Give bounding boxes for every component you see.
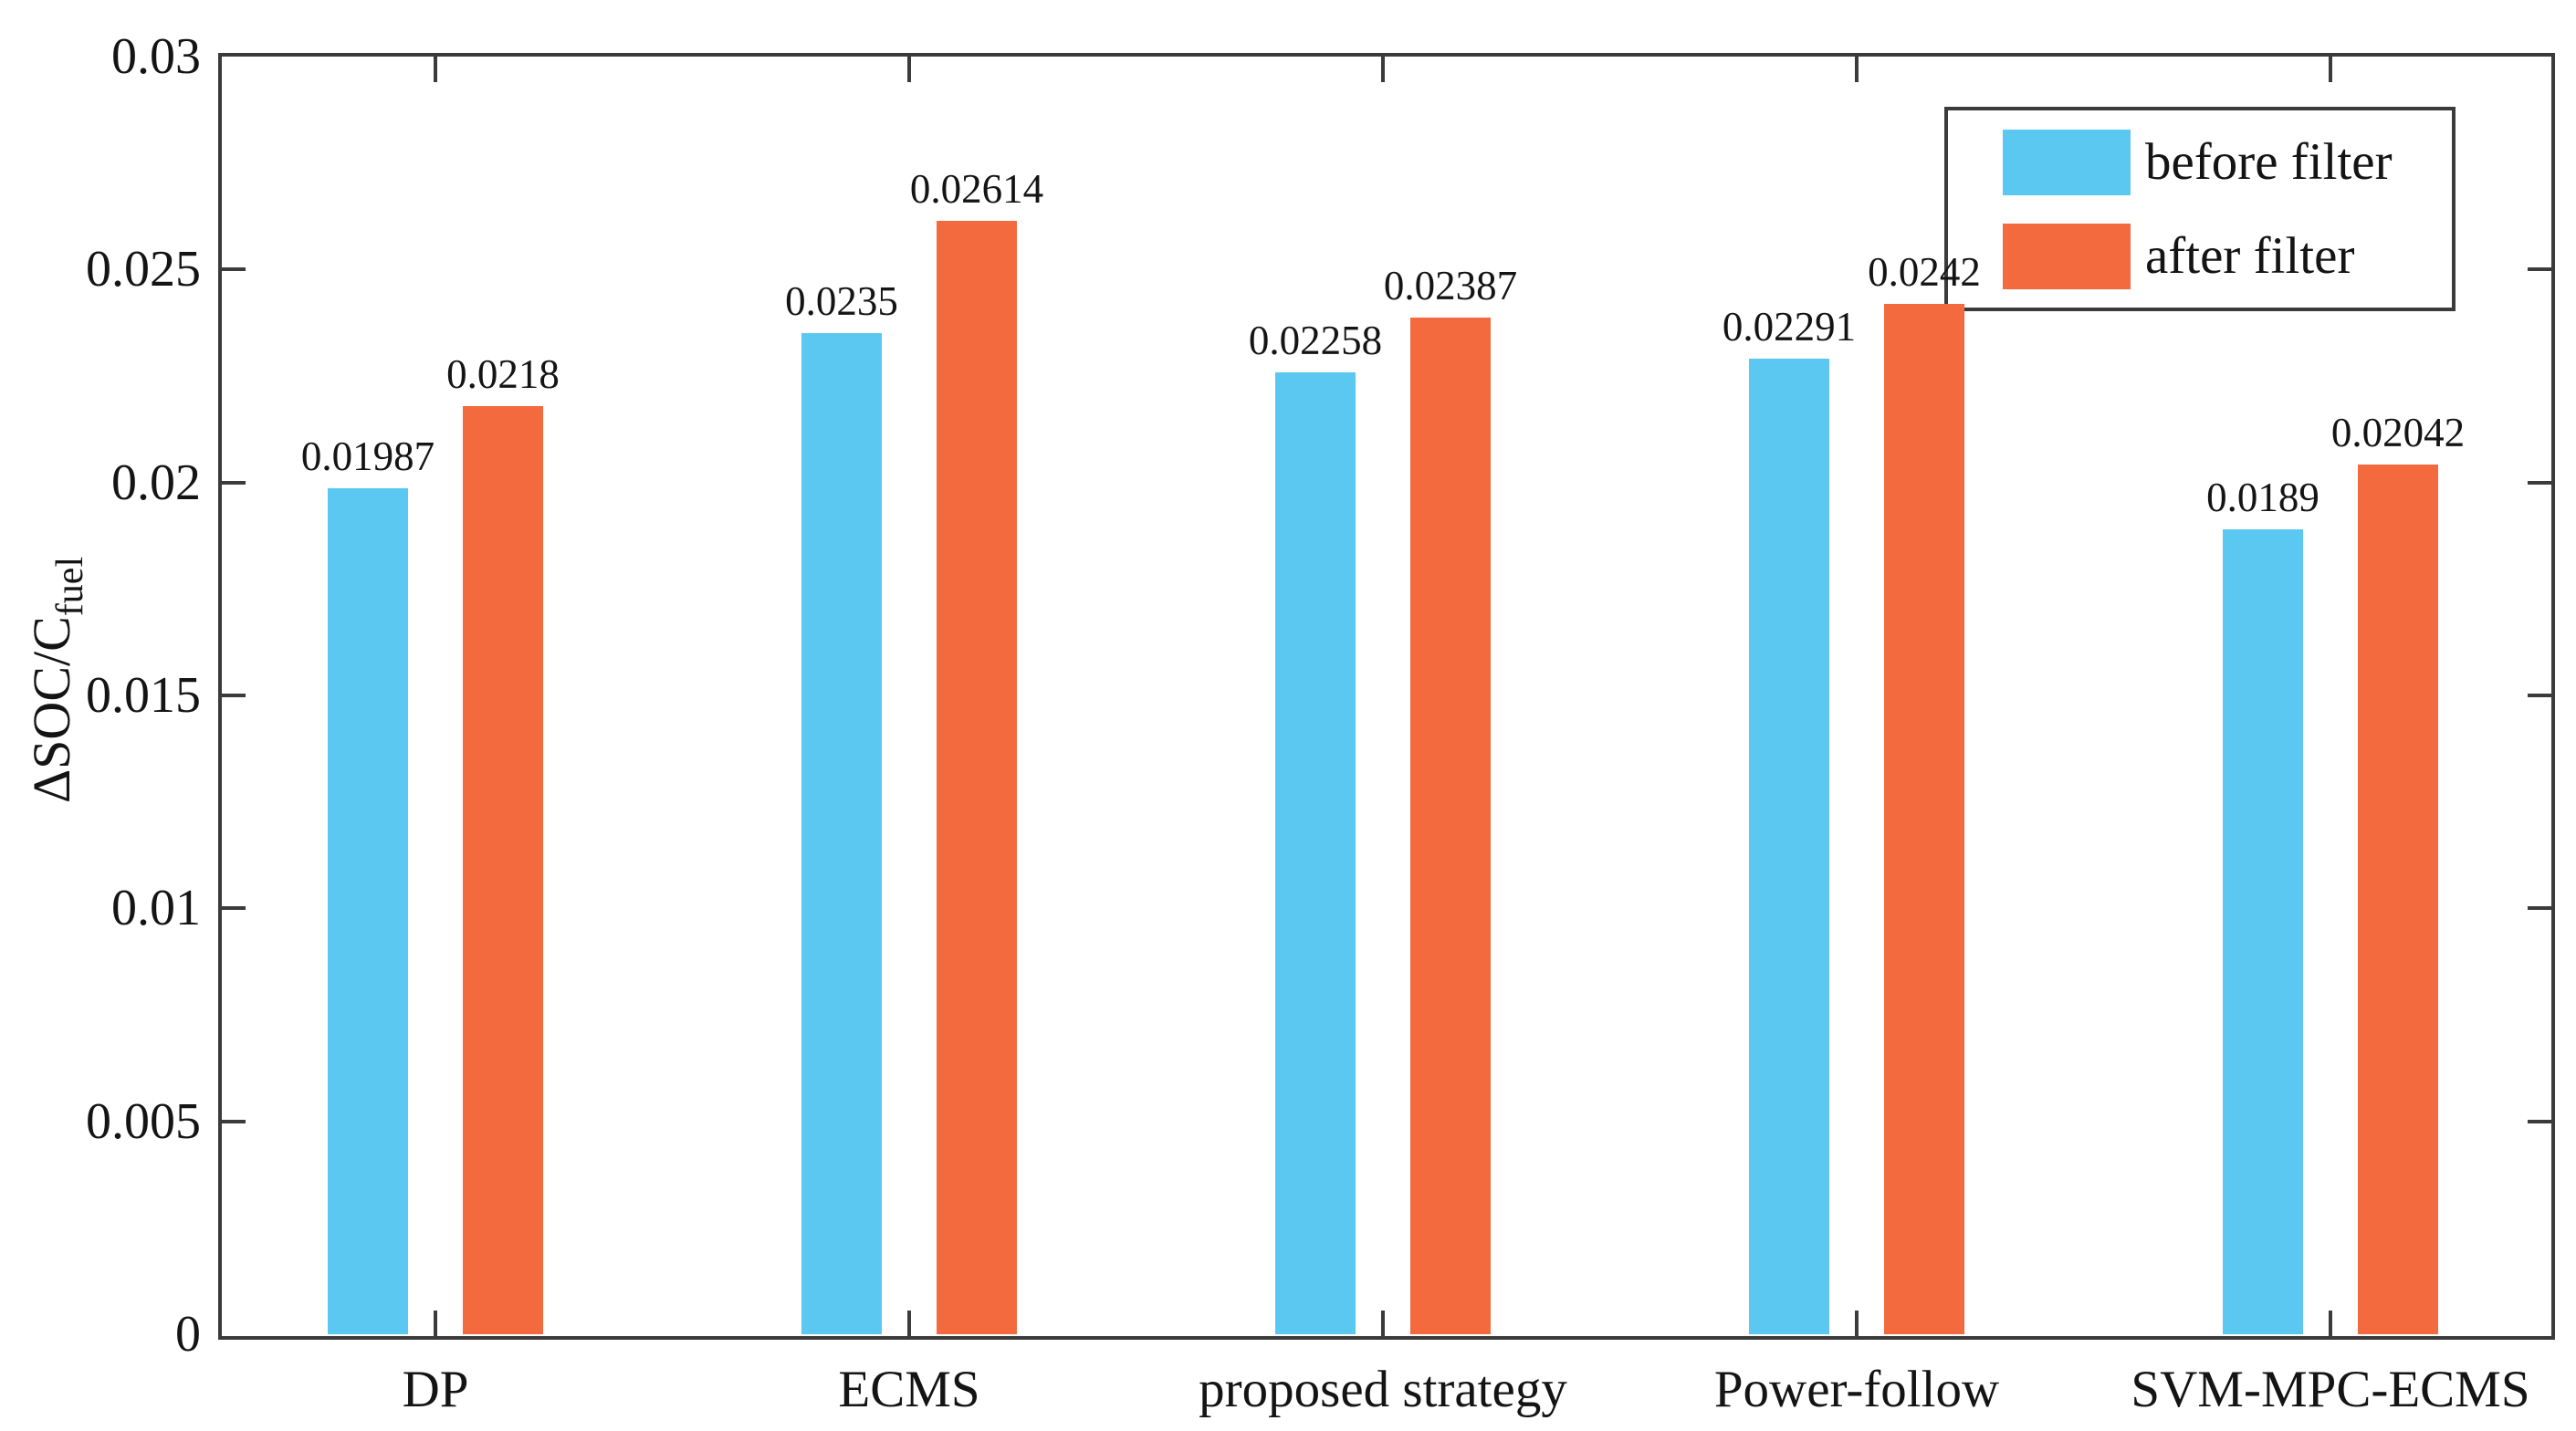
x-tick-mark-top: [907, 57, 911, 82]
x-tick-mark-bottom: [907, 1311, 911, 1336]
y-tick-mark-left: [222, 1119, 246, 1123]
y-axis-label-subscript: fuel: [49, 556, 91, 617]
x-category-label: ECMS: [838, 1361, 980, 1418]
bar-after-filter-proposed-strategy: [1410, 318, 1491, 1334]
bar-value-label: 0.01987: [300, 433, 435, 479]
bar-value-label: 0.02042: [2330, 410, 2466, 456]
bar-value-label: 0.02258: [1248, 318, 1383, 364]
x-tick-mark-bottom: [1381, 1311, 1385, 1336]
bar-value-label: 0.0242: [1868, 248, 1981, 295]
y-tick-label: 0: [175, 1306, 201, 1363]
bar-value-label: 0.0218: [446, 350, 560, 397]
x-tick-mark-bottom: [2329, 1311, 2332, 1336]
plot-area: [218, 53, 2555, 1340]
bar-before-filter-ECMS: [801, 333, 882, 1334]
y-tick-label: 0.015: [86, 667, 201, 724]
y-tick-mark-left: [222, 694, 246, 697]
y-tick-label: 0.01: [111, 880, 201, 937]
y-tick-mark-left: [222, 906, 246, 911]
x-category-label: SVM-MPC-ECMS: [2131, 1361, 2530, 1418]
legend-item-after-filter: after filter: [2003, 224, 2452, 289]
bar-after-filter-DP: [463, 405, 543, 1334]
legend-swatch-before-filter-icon: [2003, 130, 2131, 195]
x-category-label: DP: [402, 1361, 469, 1418]
y-tick-mark-right: [2528, 480, 2551, 485]
bar-after-filter-ECMS: [937, 221, 1017, 1334]
bar-before-filter-proposed-strategy: [1275, 372, 1356, 1334]
x-tick-mark-top: [1855, 57, 1859, 82]
bar-value-label: 0.02291: [1722, 303, 1857, 350]
x-tick-mark-top: [434, 57, 437, 82]
bar-before-filter-DP: [328, 487, 408, 1334]
y-tick-mark-left: [222, 480, 246, 485]
x-tick-mark-top: [1381, 57, 1385, 82]
y-tick-mark-right: [2528, 267, 2551, 272]
legend-item-before-filter: before filter: [2003, 130, 2452, 195]
y-tick-mark-right: [2528, 694, 2551, 697]
bar-value-label: 0.0235: [785, 278, 898, 325]
legend-label-after-filter: after filter: [2145, 227, 2355, 285]
bar-value-label: 0.02614: [909, 166, 1044, 213]
bar-value-label: 0.0189: [2206, 475, 2319, 520]
x-tick-mark-bottom: [434, 1311, 437, 1336]
legend-swatch-after-filter-icon: [2003, 224, 2131, 289]
y-tick-label: 0.02: [111, 454, 201, 511]
y-tick-mark-left: [222, 267, 246, 272]
x-category-label: proposed strategy: [1199, 1361, 1567, 1418]
y-tick-mark-right: [2528, 906, 2551, 911]
bar-after-filter-SVM-MPC-ECMS: [2358, 465, 2438, 1334]
y-tick-mark-right: [2528, 1119, 2551, 1123]
legend-label-before-filter: before filter: [2145, 133, 2393, 191]
x-tick-mark-bottom: [1855, 1311, 1859, 1336]
x-category-label: Power-follow: [1713, 1361, 2000, 1418]
bar-value-label: 0.02387: [1383, 263, 1518, 309]
y-tick-label: 0.025: [86, 241, 201, 298]
y-tick-label: 0.005: [86, 1092, 201, 1150]
bar-after-filter-Power-follow: [1884, 303, 1964, 1334]
legend: before filter after filter: [1944, 107, 2456, 311]
bar-before-filter-SVM-MPC-ECMS: [2223, 529, 2303, 1334]
x-tick-mark-top: [2329, 57, 2332, 82]
bar-before-filter-Power-follow: [1749, 358, 1829, 1334]
y-tick-label: 0.03: [111, 28, 201, 85]
